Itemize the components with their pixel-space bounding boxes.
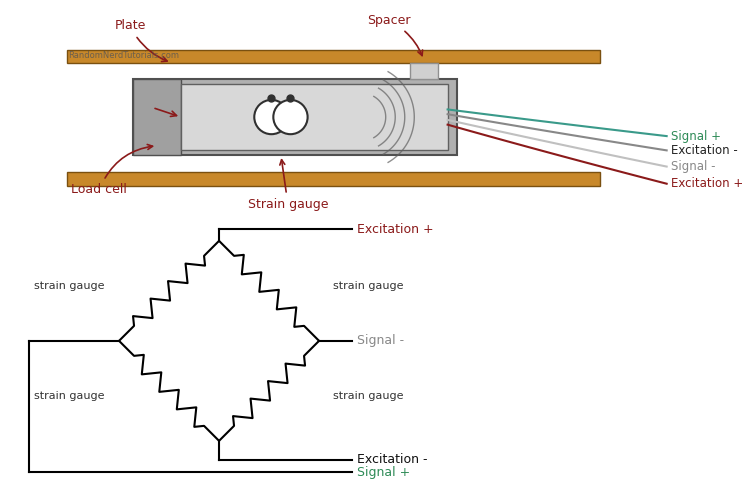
FancyBboxPatch shape — [181, 84, 448, 150]
Text: Signal -: Signal - — [357, 334, 404, 347]
Circle shape — [273, 100, 308, 134]
Text: Excitation +: Excitation + — [671, 177, 744, 190]
Text: Spacer: Spacer — [367, 14, 422, 56]
Text: Load cell: Load cell — [71, 144, 152, 196]
Text: Excitation -: Excitation - — [671, 144, 738, 157]
Text: Signal +: Signal + — [671, 130, 722, 142]
Text: Signal +: Signal + — [357, 466, 410, 479]
Text: Excitation +: Excitation + — [357, 223, 434, 236]
Text: strain gauge: strain gauge — [333, 390, 404, 400]
Text: Plate: Plate — [114, 20, 167, 61]
FancyBboxPatch shape — [67, 172, 600, 186]
Text: Excitation -: Excitation - — [357, 454, 428, 466]
Circle shape — [254, 100, 289, 134]
Text: Strain gauge: Strain gauge — [248, 160, 328, 210]
Text: strain gauge: strain gauge — [34, 281, 105, 291]
Text: strain gauge: strain gauge — [34, 390, 105, 400]
Text: Signal -: Signal - — [671, 160, 716, 173]
FancyBboxPatch shape — [134, 79, 458, 155]
FancyBboxPatch shape — [134, 79, 181, 155]
Text: strain gauge: strain gauge — [333, 281, 404, 291]
Text: RandomNerdTutorials.com: RandomNerdTutorials.com — [68, 51, 179, 60]
FancyBboxPatch shape — [67, 50, 600, 63]
FancyBboxPatch shape — [410, 63, 438, 79]
